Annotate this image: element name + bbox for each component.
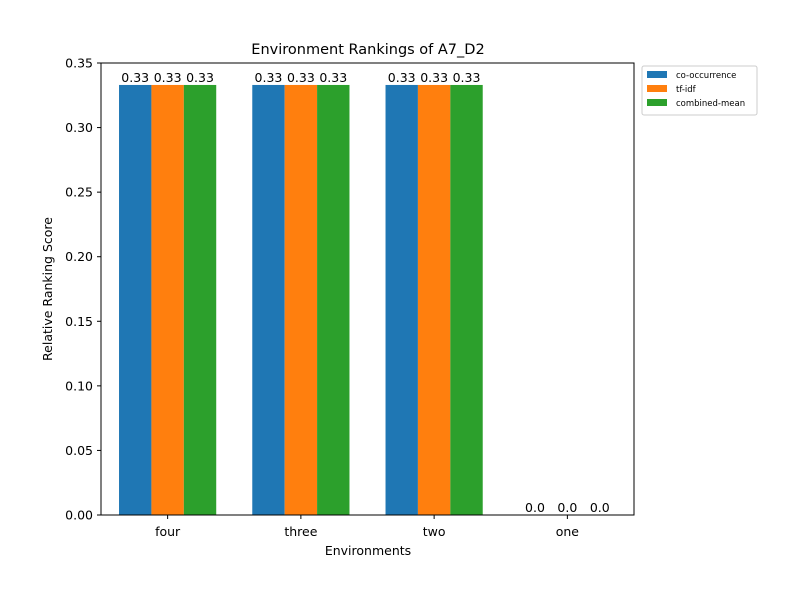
x-tick-label: two xyxy=(423,524,446,539)
bar xyxy=(450,84,483,515)
bar-value-label: 0.33 xyxy=(388,70,416,85)
bar-value-label: 0.33 xyxy=(186,70,214,85)
chart-title: Environment Rankings of A7_D2 xyxy=(251,42,484,58)
bar-value-label: 0.0 xyxy=(590,500,610,515)
bar-value-label: 0.33 xyxy=(420,70,448,85)
x-tick-label: one xyxy=(556,524,580,539)
legend-label: combined-mean xyxy=(676,99,745,109)
bar xyxy=(317,84,350,515)
y-axis-label: Relative Ranking Score xyxy=(40,217,55,361)
bar-value-label: 0.33 xyxy=(154,70,182,85)
plot-area: 0.33 0.33 0.33 0.0 0.33 0.33 0.33 0.0 0.33 0.33 0.… xyxy=(119,70,610,515)
legend-label: co-occurrence xyxy=(676,71,736,81)
bar xyxy=(151,84,184,515)
bar xyxy=(119,84,152,515)
bar-value-label: 0.0 xyxy=(557,500,577,515)
legend-swatch xyxy=(647,71,667,78)
bar xyxy=(252,84,285,515)
y-tick-label: 0.10 xyxy=(65,378,93,393)
bar-value-label: 0.33 xyxy=(255,70,283,85)
axes: 0.00 0.05 0.10 0.15 0.20 0.25 0.30 0.35 four thre… xyxy=(65,56,635,539)
y-tick-label: 0.05 xyxy=(65,443,93,458)
bar-value-label: 0.33 xyxy=(319,70,347,85)
x-tick-label: four xyxy=(155,524,181,539)
y-tick-label: 0.15 xyxy=(65,314,93,329)
bar-value-label: 0.33 xyxy=(453,70,481,85)
legend-swatch xyxy=(647,99,667,106)
axes-frame xyxy=(100,62,635,516)
bar-value-label: 0.33 xyxy=(121,70,149,85)
y-tick-label: 0.20 xyxy=(65,249,93,264)
legend-swatch xyxy=(647,85,667,92)
y-tick-label: 0.25 xyxy=(65,185,93,200)
y-tick-label: 0.30 xyxy=(65,120,93,135)
bar xyxy=(284,84,318,515)
bar-value-label: 0.0 xyxy=(525,500,545,515)
x-axis-label: Environments xyxy=(325,543,411,558)
bar xyxy=(417,84,451,515)
bar xyxy=(183,84,217,515)
y-tick-label: 0.00 xyxy=(65,508,93,523)
bar-value-label: 0.33 xyxy=(287,70,315,85)
legend-label: tf-idf xyxy=(676,85,697,95)
x-tick-label: three xyxy=(284,524,317,539)
legend-box xyxy=(641,65,758,116)
y-tick-label: 0.35 xyxy=(65,56,93,71)
legend: co-occurrence tf-idf combined-mean xyxy=(641,65,758,116)
bar xyxy=(385,84,418,515)
